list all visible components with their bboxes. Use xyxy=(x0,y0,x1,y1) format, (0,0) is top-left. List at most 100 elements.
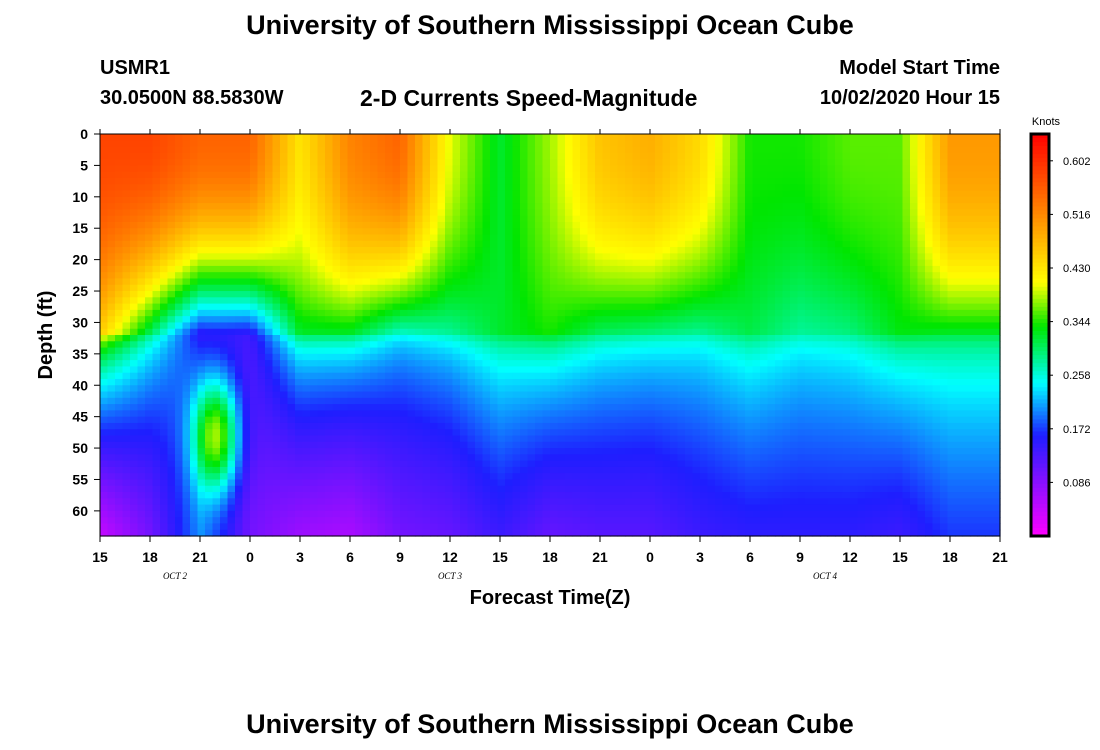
heatmap-cell xyxy=(190,316,199,324)
heatmap-cell xyxy=(370,466,379,474)
heatmap-cell xyxy=(130,473,139,481)
heatmap-cell xyxy=(392,297,401,305)
heatmap-cell xyxy=(587,473,596,481)
heatmap-cell xyxy=(385,322,394,330)
heatmap-cell xyxy=(355,134,364,141)
heatmap-cell xyxy=(182,473,191,481)
heatmap-cell xyxy=(542,335,551,342)
heatmap-cell xyxy=(557,517,566,525)
heatmap-cell xyxy=(430,253,439,261)
heatmap-cell xyxy=(445,259,454,267)
heatmap-cell xyxy=(137,529,146,537)
heatmap-cell xyxy=(505,190,514,198)
heatmap-cell xyxy=(677,385,686,393)
heatmap-cell xyxy=(257,297,266,305)
heatmap-cell xyxy=(640,454,649,462)
heatmap-cell xyxy=(647,391,656,399)
heatmap-cell xyxy=(550,397,559,405)
heatmap-cell xyxy=(647,322,656,330)
heatmap-cell xyxy=(115,529,124,537)
heatmap-cell xyxy=(407,385,416,393)
heatmap-cell xyxy=(437,378,446,386)
heatmap-cell xyxy=(227,297,236,305)
heatmap-cell xyxy=(595,190,604,198)
heatmap-cell xyxy=(377,209,386,217)
heatmap-cell xyxy=(212,203,221,210)
heatmap-cell xyxy=(610,253,619,261)
heatmap-cell xyxy=(542,441,551,449)
heatmap-cell xyxy=(430,441,439,449)
heatmap-cell xyxy=(460,466,469,474)
heatmap-cell xyxy=(257,366,266,374)
heatmap-cell xyxy=(310,278,319,286)
heatmap-cell xyxy=(160,234,169,242)
heatmap-cell xyxy=(640,291,649,298)
heatmap-cell xyxy=(437,460,446,468)
heatmap-cell xyxy=(572,284,581,292)
heatmap-cell xyxy=(617,140,626,148)
heatmap-cell xyxy=(212,221,221,229)
heatmap-cell xyxy=(445,190,454,198)
heatmap-cell xyxy=(160,184,169,192)
heatmap-cell xyxy=(415,529,424,537)
heatmap-cell xyxy=(175,215,184,223)
heatmap-cell xyxy=(332,454,341,462)
heatmap-cell xyxy=(632,309,641,317)
heatmap-cell xyxy=(632,498,641,506)
heatmap-cell xyxy=(107,492,116,499)
heatmap-cell xyxy=(190,272,199,280)
heatmap-cell xyxy=(422,234,431,242)
heatmap-cell xyxy=(460,322,469,330)
heatmap-cell xyxy=(640,159,649,167)
heatmap-cell xyxy=(250,385,259,393)
heatmap-cell xyxy=(640,247,649,254)
heatmap-cell xyxy=(115,278,124,286)
heatmap-cell xyxy=(415,435,424,443)
heatmap-cell xyxy=(332,184,341,192)
heatmap-cell xyxy=(122,341,131,349)
heatmap-cell xyxy=(602,385,611,393)
heatmap-cell xyxy=(467,422,476,430)
heatmap-cell xyxy=(317,259,326,267)
heatmap-cell xyxy=(355,366,364,374)
heatmap-cell xyxy=(587,221,596,229)
heatmap-cell xyxy=(482,196,491,204)
heatmap-cell xyxy=(407,353,416,361)
heatmap-cell xyxy=(107,360,116,368)
heatmap-cell xyxy=(385,240,394,248)
heatmap-cell xyxy=(122,209,131,217)
heatmap-cell xyxy=(497,259,506,267)
heatmap-cell xyxy=(415,152,424,160)
heatmap-cell xyxy=(205,448,214,455)
heatmap-cell xyxy=(557,341,566,349)
heatmap-cell xyxy=(280,429,289,437)
heatmap-cell xyxy=(295,190,304,198)
heatmap-cell xyxy=(182,360,191,368)
heatmap-cell xyxy=(490,322,499,330)
heatmap-cell xyxy=(550,328,559,336)
heatmap-cell xyxy=(625,335,634,342)
heatmap-cell xyxy=(670,460,679,468)
heatmap-cell xyxy=(332,353,341,361)
heatmap-cell xyxy=(595,429,604,437)
heatmap-cell xyxy=(677,529,686,537)
heatmap-cell xyxy=(662,203,671,210)
heatmap-cell xyxy=(452,328,461,336)
heatmap-cell xyxy=(587,485,596,493)
heatmap-cell xyxy=(550,265,559,273)
heatmap-cell xyxy=(655,316,664,324)
heatmap-cell xyxy=(100,454,109,462)
heatmap-cell xyxy=(100,435,109,443)
heatmap-cell xyxy=(370,347,379,355)
heatmap-cell xyxy=(482,416,491,424)
heatmap-cell xyxy=(122,165,131,173)
heatmap-cell xyxy=(272,454,281,462)
heatmap-cell xyxy=(242,454,251,462)
heatmap-cell xyxy=(415,272,424,280)
heatmap-cell xyxy=(160,203,169,210)
heatmap-cell xyxy=(280,140,289,148)
heatmap-cell xyxy=(280,529,289,537)
heatmap-cell xyxy=(595,272,604,280)
heatmap-cell xyxy=(145,510,154,518)
heatmap-cell xyxy=(452,234,461,242)
